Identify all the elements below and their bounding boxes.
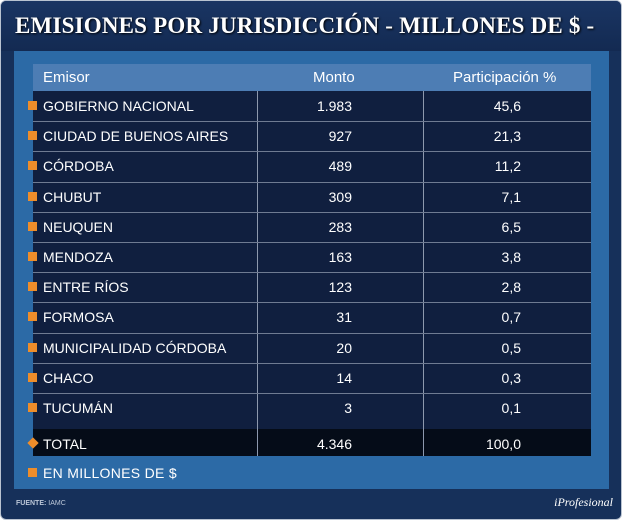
orange-square-icon [28,161,37,170]
participacion-cell: 11,2 [494,158,521,174]
monto-cell: 31 [336,309,352,325]
emisor-cell: GOBIERNO NACIONAL [43,98,194,114]
orange-square-icon [28,131,37,140]
row-divider [33,182,591,183]
orange-square-icon [28,222,37,231]
orange-square-icon [28,312,37,321]
orange-square-icon [28,343,37,352]
title-bar: EMISIONES POR JURISDICCIÓN - MILLONES DE… [1,1,621,51]
orange-square-icon [28,252,37,261]
row-divider [33,333,591,334]
row-divider [33,151,591,152]
source-label: FUENTE: [16,500,47,507]
emisor-cell: CHUBUT [43,189,102,205]
footnote: EN MILLONES DE $ [43,465,177,481]
monto-cell: 927 [328,128,352,144]
brand-logo: iProfesional [554,495,613,509]
row-divider [33,272,591,273]
total-participacion: 100,0 [485,436,521,452]
column-header-participacion: Participación % [453,69,557,86]
participacion-cell: 7,1 [501,189,521,205]
total-monto: 4.346 [316,436,352,452]
source-value: IAMC [48,500,66,507]
monto-cell: 1.983 [316,98,352,114]
emisor-cell: ENTRE RÍOS [43,279,129,295]
orange-square-icon [28,101,37,110]
total-label: TOTAL [43,436,87,452]
monto-cell: 20 [336,340,352,356]
orange-square-icon [28,403,37,412]
row-divider [33,363,591,364]
orange-square-icon [28,192,37,201]
emisor-cell: CIUDAD DE BUENOS AIRES [43,128,229,144]
emisor-cell: MENDOZA [43,249,113,265]
orange-square-icon [28,282,37,291]
participacion-cell: 45,6 [493,98,521,114]
row-divider [33,242,591,243]
column-header-emisor: Emisor [43,69,90,86]
emisor-cell: MUNICIPALIDAD CÓRDOBA [43,340,227,356]
emisor-cell: CHACO [43,370,94,386]
monto-cell: 283 [328,219,352,235]
row-divider [33,121,591,122]
column-divider [423,91,424,456]
monto-cell: 123 [328,279,352,295]
column-header-monto: Monto [313,69,355,86]
emisor-cell: FORMOSA [43,309,114,325]
row-divider [33,393,591,394]
source-note: FUENTE: IAMC [16,500,66,507]
total-row-background [33,429,591,456]
table-header: Emisor Monto Participación % [33,64,591,91]
row-divider [33,302,591,303]
participacion-cell: 0,3 [501,370,521,386]
monto-cell: 489 [328,158,352,174]
participacion-cell: 0,5 [501,340,521,356]
column-divider [257,91,258,456]
participacion-cell: 3,8 [501,249,521,265]
monto-cell: 14 [336,370,352,386]
emisor-cell: NEUQUEN [43,219,114,235]
participacion-cell: 2,8 [501,279,521,295]
participacion-cell: 6,5 [501,219,521,235]
emisor-cell: CÓRDOBA [43,158,114,174]
participacion-cell: 21,3 [493,128,521,144]
emisor-cell: TUCUMÁN [43,400,113,416]
monto-cell: 163 [328,249,352,265]
orange-square-icon [28,468,37,477]
participacion-cell: 0,1 [501,400,521,416]
monto-cell: 309 [328,189,352,205]
data-table: Emisor Monto Participación % GOBIERNO NA… [33,64,591,456]
participacion-cell: 0,7 [501,309,521,325]
monto-cell: 3 [344,400,352,416]
orange-square-icon [28,373,37,382]
chart-title: EMISIONES POR JURISDICCIÓN - MILLONES DE… [15,13,595,38]
row-divider [33,212,591,213]
